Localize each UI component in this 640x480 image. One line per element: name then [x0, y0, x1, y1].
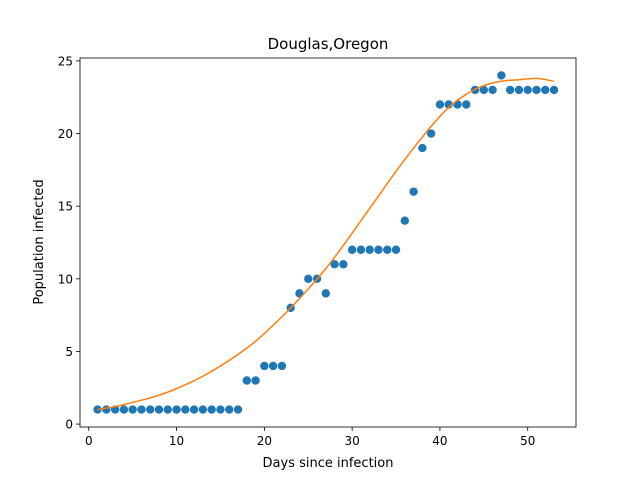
data-point	[347, 245, 357, 254]
data-point	[242, 376, 251, 385]
data-point	[374, 245, 383, 254]
x-tick-label: 20	[257, 434, 272, 448]
fit-curve-line	[97, 77, 555, 411]
y-axis-label: Population infected	[32, 179, 47, 304]
data-point	[418, 143, 427, 153]
data-point	[391, 245, 401, 254]
data-point	[435, 100, 445, 109]
chart-title: Douglas,Oregon	[268, 35, 389, 53]
data-point	[505, 85, 515, 95]
data-point	[102, 405, 111, 414]
data-point	[128, 405, 137, 414]
data-point	[426, 129, 436, 138]
data-point	[365, 245, 374, 254]
data-point	[444, 100, 453, 109]
x-tick-label: 40	[432, 434, 447, 448]
data-point	[181, 405, 190, 414]
y-tick-label: 10	[58, 272, 73, 286]
data-point	[198, 405, 208, 414]
data-point	[119, 405, 129, 414]
data-point	[488, 85, 497, 95]
plot-area	[80, 58, 576, 427]
data-point	[514, 85, 524, 95]
data-point	[400, 216, 410, 225]
data-point	[251, 376, 260, 385]
x-tick-label: 0	[85, 434, 93, 448]
data-point	[523, 85, 532, 95]
data-point	[479, 85, 489, 95]
y-tick-label: 25	[58, 54, 73, 68]
data-point	[137, 405, 146, 414]
data-point	[549, 85, 559, 95]
y-tick-label: 15	[58, 200, 73, 214]
data-point	[304, 274, 313, 284]
data-point	[172, 405, 181, 414]
data-point	[462, 100, 471, 109]
y-tick-label: 20	[58, 127, 73, 141]
y-tick-label: 0	[65, 418, 73, 432]
data-point	[356, 245, 366, 254]
data-point	[189, 405, 199, 414]
data-point	[339, 260, 348, 269]
data-point	[321, 289, 331, 298]
data-point	[225, 405, 234, 414]
data-point	[409, 187, 418, 196]
data-point	[330, 260, 339, 269]
data-point	[497, 71, 506, 80]
series-layer	[93, 71, 559, 414]
data-point	[154, 405, 164, 414]
x-tick-label: 50	[520, 434, 535, 448]
x-tick-label: 30	[345, 434, 360, 448]
tick-layer: 0 10 20 30 40 50 0 5 10 15 20 25	[58, 54, 536, 448]
data-point	[260, 361, 269, 371]
y-tick-label: 5	[65, 345, 73, 359]
data-point	[277, 361, 287, 371]
x-tick-label: 10	[169, 434, 184, 448]
data-point	[163, 405, 172, 414]
data-point	[146, 405, 155, 414]
data-point	[383, 245, 392, 254]
data-point	[541, 85, 550, 95]
data-point	[233, 405, 243, 414]
data-point	[207, 405, 216, 414]
data-point	[268, 361, 278, 371]
x-axis-label: Days since infection	[263, 456, 394, 471]
data-point	[216, 405, 225, 414]
axes-frame	[79, 57, 577, 428]
data-point	[532, 85, 541, 95]
